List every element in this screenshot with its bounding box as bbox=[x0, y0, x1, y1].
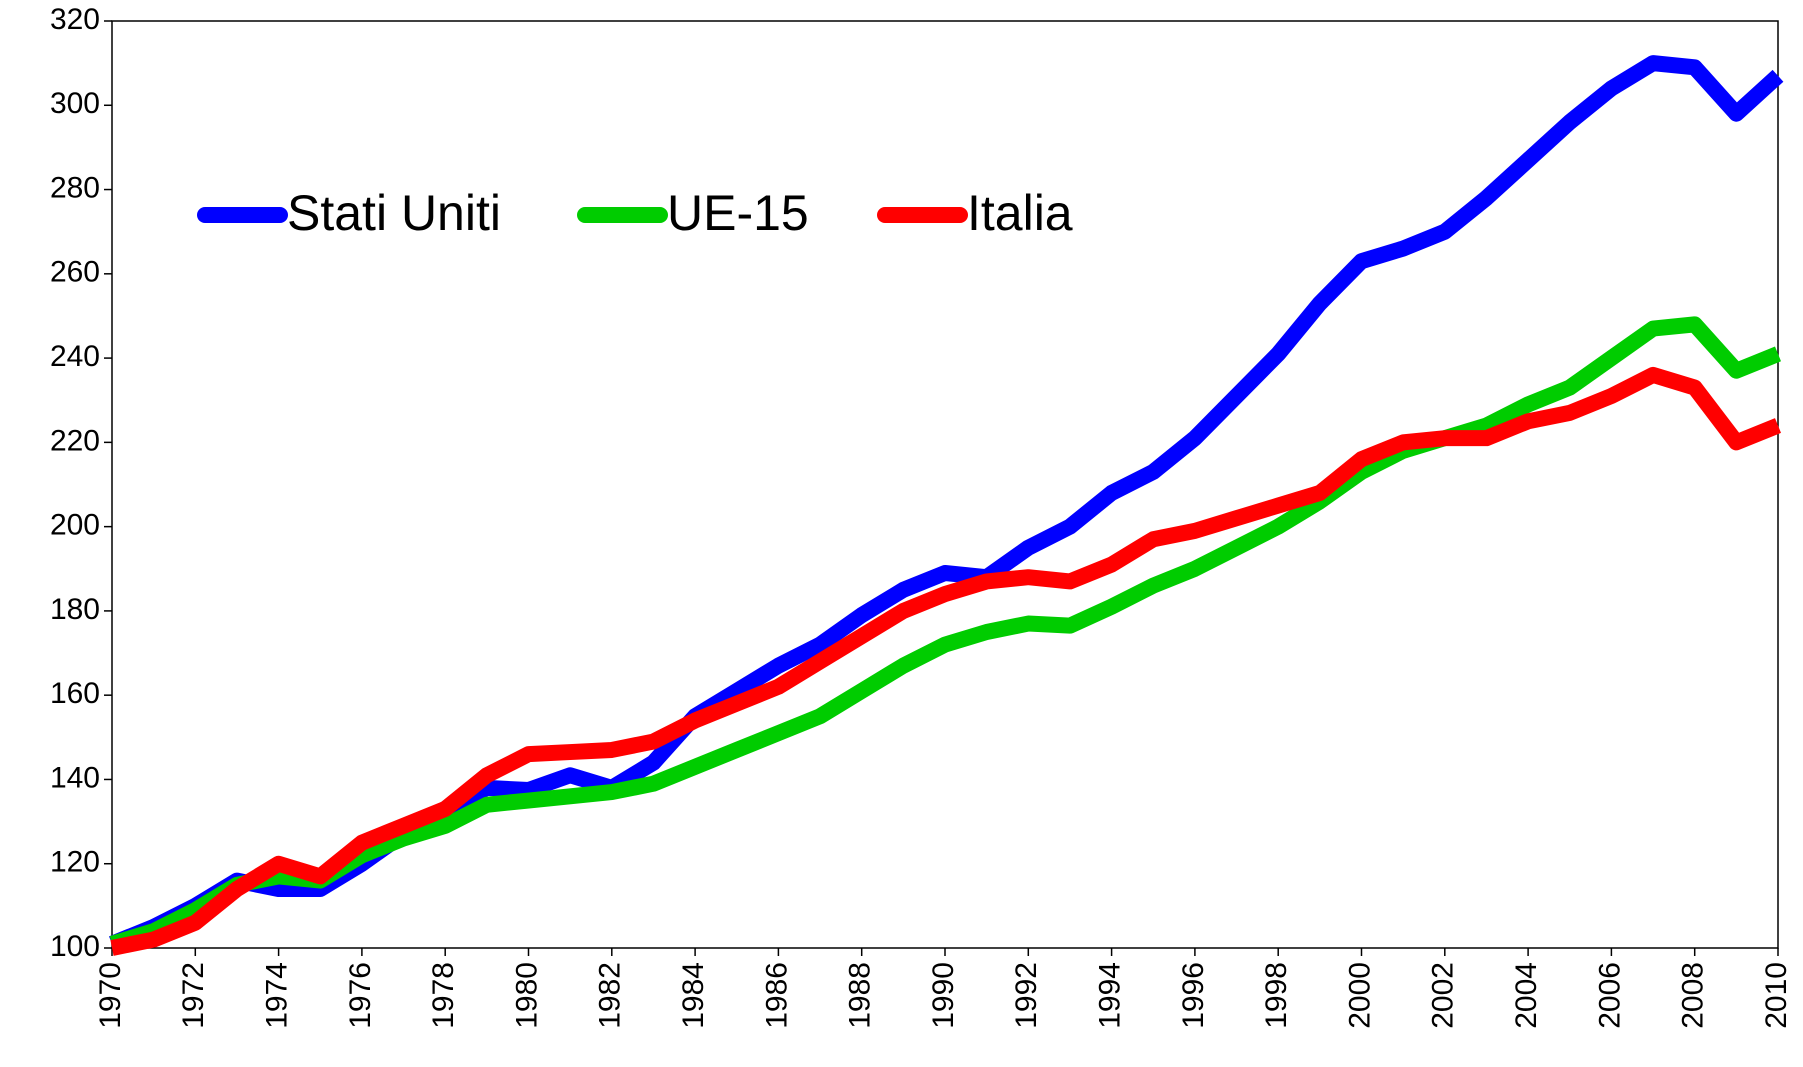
x-tick-label: 1970 bbox=[94, 962, 127, 1029]
x-tick-label: 2010 bbox=[1760, 962, 1793, 1029]
x-tick-label: 1984 bbox=[677, 962, 710, 1029]
y-tick-label: 280 bbox=[50, 171, 100, 204]
series-line bbox=[110, 366, 1782, 956]
y-tick-label: 240 bbox=[50, 340, 100, 373]
y-tick-label: 200 bbox=[50, 509, 100, 542]
x-tick-label: 2004 bbox=[1510, 962, 1543, 1029]
x-tick-label: 1982 bbox=[594, 962, 627, 1029]
x-tick-label: 1998 bbox=[1260, 962, 1293, 1029]
series-line bbox=[109, 316, 1782, 952]
x-tick-label: 1988 bbox=[844, 962, 877, 1029]
x-tick-label: 1980 bbox=[510, 962, 543, 1029]
x-tick-label: 1996 bbox=[1177, 962, 1210, 1029]
x-tick-label: 2006 bbox=[1593, 962, 1626, 1029]
x-tick-label: 1972 bbox=[177, 962, 210, 1029]
x-tick-label: 1990 bbox=[927, 962, 960, 1029]
y-tick-label: 140 bbox=[50, 761, 100, 794]
legend-label: Stati Uniti bbox=[287, 185, 501, 241]
legend-label: Italia bbox=[967, 185, 1073, 241]
y-tick-label: 260 bbox=[50, 256, 100, 289]
y-tick-label: 100 bbox=[50, 930, 100, 963]
x-tick-label: 1986 bbox=[760, 962, 793, 1029]
legend-label: UE-15 bbox=[667, 185, 809, 241]
y-tick-label: 120 bbox=[50, 846, 100, 879]
x-tick-label: 1992 bbox=[1010, 962, 1043, 1029]
y-tick-label: 160 bbox=[50, 677, 100, 710]
x-tick-label: 1978 bbox=[427, 962, 460, 1029]
y-tick-label: 300 bbox=[50, 87, 100, 120]
x-tick-label: 2008 bbox=[1677, 962, 1710, 1029]
x-tick-label: 1994 bbox=[1094, 962, 1127, 1029]
x-tick-label: 2002 bbox=[1427, 962, 1460, 1029]
y-tick-label: 220 bbox=[50, 424, 100, 457]
y-tick-label: 180 bbox=[50, 593, 100, 626]
x-tick-label: 1976 bbox=[344, 962, 377, 1029]
x-tick-label: 1974 bbox=[261, 962, 294, 1029]
y-tick-label: 320 bbox=[50, 3, 100, 36]
x-tick-label: 2000 bbox=[1343, 962, 1376, 1029]
